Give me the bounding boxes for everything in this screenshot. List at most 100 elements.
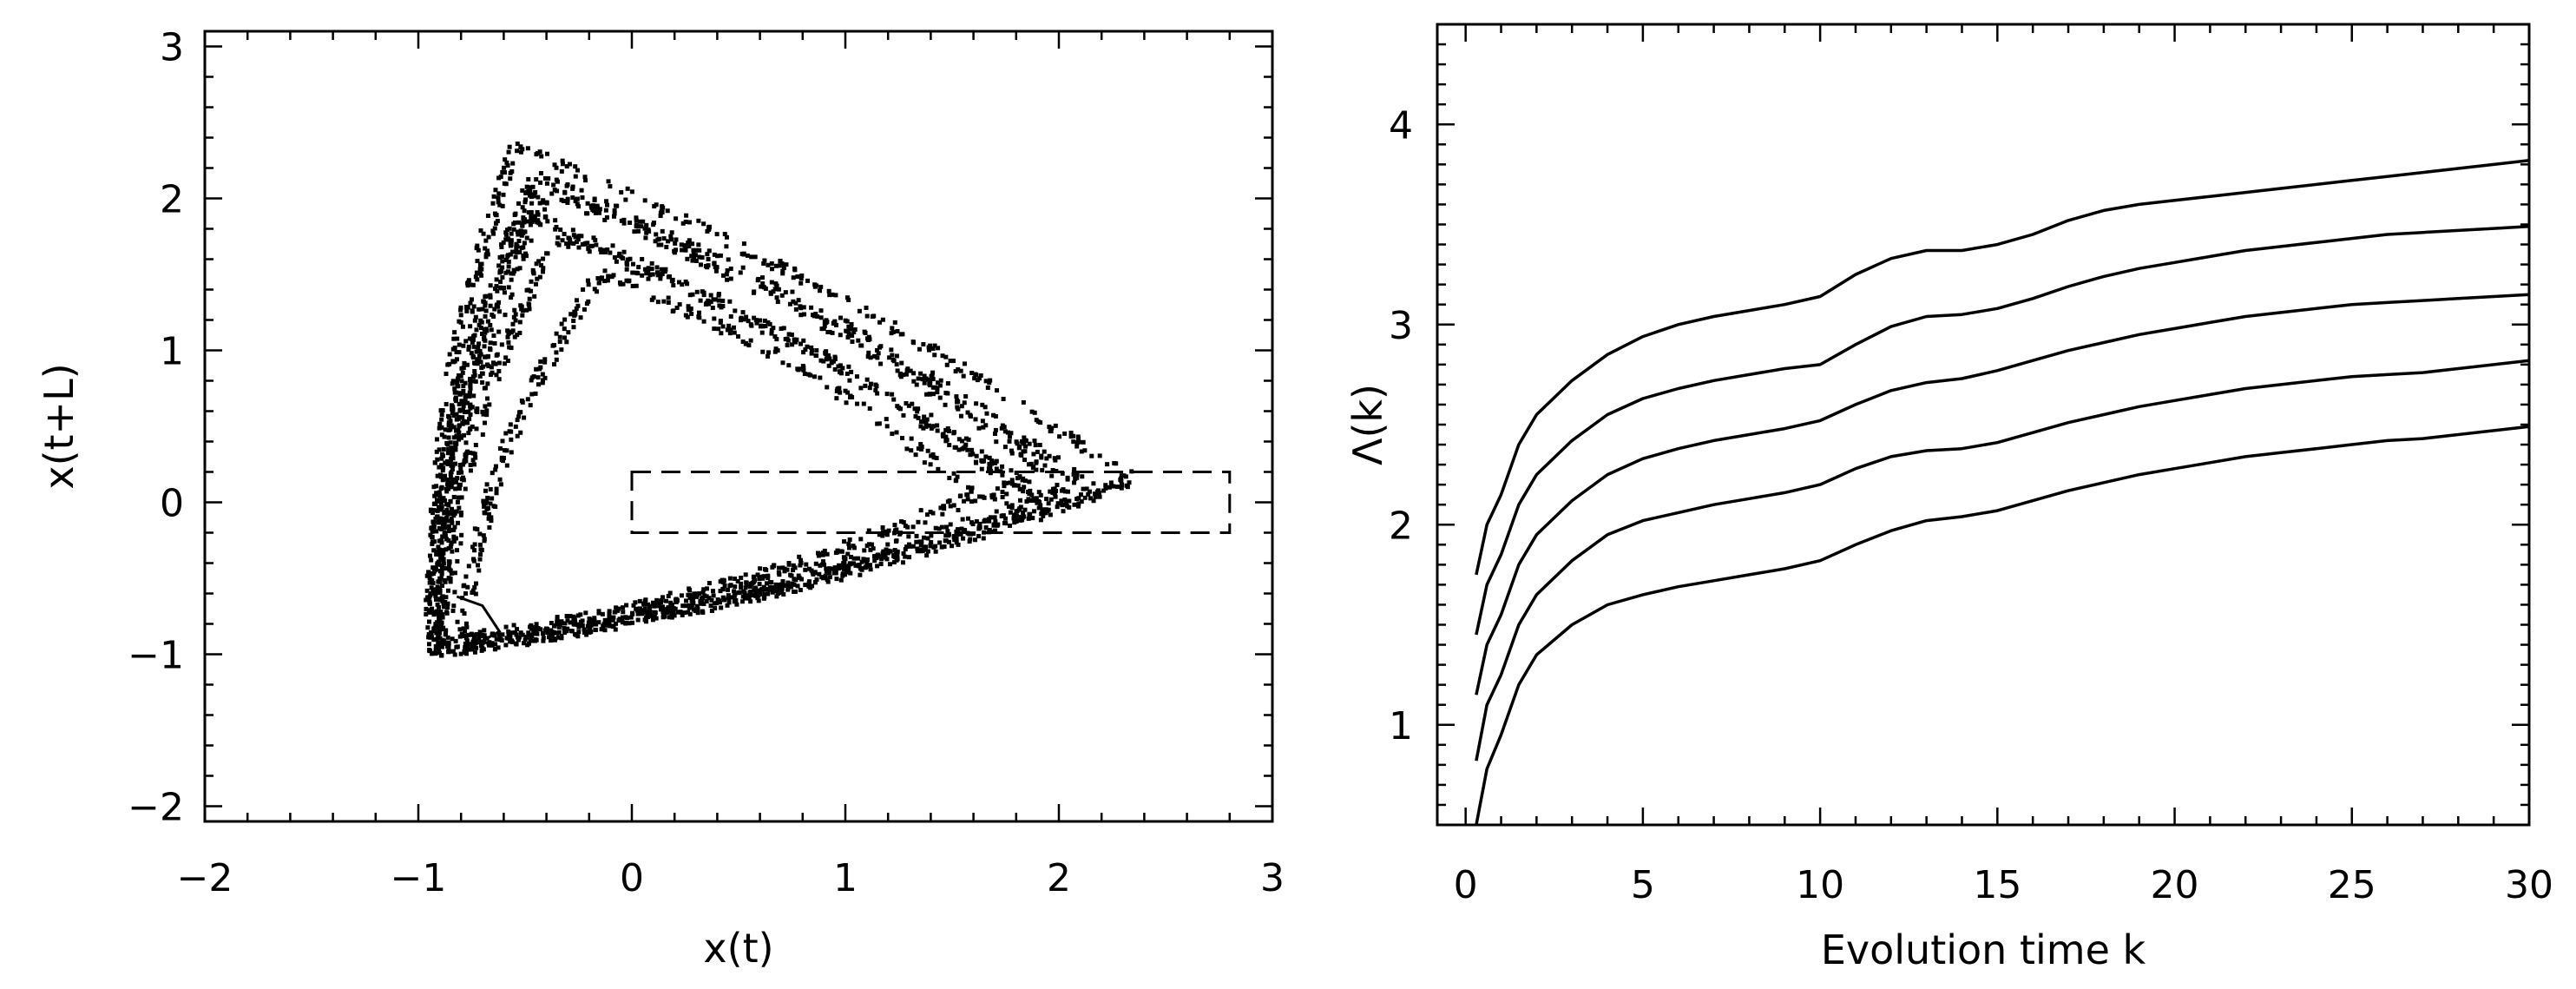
attractor-point xyxy=(871,313,877,319)
attractor-point xyxy=(509,231,514,236)
attractor-point xyxy=(464,451,470,456)
attractor-point xyxy=(630,620,635,625)
attractor-point xyxy=(777,590,782,596)
attractor-point xyxy=(458,466,463,471)
attractor-point xyxy=(496,632,502,637)
attractor-point xyxy=(1082,448,1088,453)
attractor-point xyxy=(731,325,736,330)
attractor-point xyxy=(871,546,876,551)
attractor-point xyxy=(974,453,979,458)
attractor-point xyxy=(463,440,469,445)
attractor-point xyxy=(431,637,437,643)
attractor-point xyxy=(677,302,682,307)
attractor-point xyxy=(862,329,867,334)
attractor-point xyxy=(450,405,456,410)
attractor-point xyxy=(691,249,696,254)
attractor-point xyxy=(483,404,488,409)
attractor-point xyxy=(644,619,649,624)
attractor-point xyxy=(474,426,479,432)
attractor-point xyxy=(838,390,843,395)
attractor-point xyxy=(673,241,678,246)
attractor-point xyxy=(1022,478,1028,484)
attractor-point xyxy=(482,537,487,542)
attractor-point xyxy=(621,605,626,610)
attractor-point xyxy=(815,314,820,320)
attractor-point xyxy=(537,274,542,280)
attractor-point xyxy=(848,570,853,576)
attractor-point xyxy=(490,471,495,476)
attractor-point xyxy=(1121,473,1127,478)
attractor-point xyxy=(451,425,457,430)
attractor-point xyxy=(703,264,708,269)
attractor-point xyxy=(612,211,617,216)
attractor-point xyxy=(766,320,771,325)
attractor-point xyxy=(1021,439,1026,445)
attractor-point xyxy=(468,425,473,431)
attractor-point xyxy=(892,531,897,536)
attractor-point xyxy=(635,617,641,623)
attractor-point xyxy=(544,181,549,186)
attractor-point xyxy=(912,406,917,412)
attractor-point xyxy=(431,485,437,490)
attractor-point xyxy=(844,400,849,405)
attractor-point xyxy=(437,625,442,630)
attractor-point xyxy=(485,252,490,257)
attractor-point xyxy=(708,300,713,305)
attractor-point xyxy=(665,208,670,214)
attractor-point xyxy=(816,551,821,556)
attractor-point xyxy=(779,261,785,267)
attractor-point xyxy=(725,277,730,282)
attractor-point xyxy=(795,274,800,280)
attractor-point xyxy=(724,272,729,277)
attractor-point xyxy=(595,289,600,294)
attractor-point xyxy=(575,303,581,308)
attractor-point xyxy=(656,242,661,247)
attractor-point xyxy=(927,392,932,397)
attractor-point xyxy=(431,524,437,530)
attractor-point xyxy=(683,247,688,252)
attractor-point xyxy=(584,301,589,307)
attractor-point xyxy=(554,350,559,355)
attractor-point xyxy=(533,391,538,396)
attractor-point xyxy=(963,436,969,441)
attractor-point xyxy=(756,598,761,603)
attractor-point xyxy=(1018,498,1023,503)
attractor-point xyxy=(995,523,1000,528)
attractor-point xyxy=(520,632,525,637)
attractor-point xyxy=(509,437,514,442)
attractor-point xyxy=(637,606,642,611)
attractor-point xyxy=(463,641,468,646)
attractor-point xyxy=(968,412,973,418)
attractor-point xyxy=(660,615,666,620)
attractor-point xyxy=(488,283,493,288)
attractor-point xyxy=(522,637,528,643)
attractor-point xyxy=(463,454,468,459)
attractor-point xyxy=(1038,503,1043,508)
attractor-point xyxy=(636,265,641,270)
attractor-point xyxy=(759,284,764,289)
attractor-point xyxy=(748,599,753,604)
attractor-point xyxy=(1118,477,1123,482)
attractor-point xyxy=(976,376,982,381)
attractor-point xyxy=(466,564,471,569)
attractor-point xyxy=(697,247,702,253)
attractor-point xyxy=(430,511,436,516)
attractor-point xyxy=(708,293,713,298)
attractor-point xyxy=(704,586,709,591)
attractor-point xyxy=(754,320,759,326)
attractor-point xyxy=(437,630,442,636)
attractor-point xyxy=(660,595,666,600)
attractor-point xyxy=(476,345,481,350)
attractor-point xyxy=(557,340,562,345)
attractor-point xyxy=(1071,439,1076,445)
attractor-point xyxy=(433,518,438,524)
attractor-point xyxy=(474,632,479,637)
attractor-point xyxy=(840,366,845,371)
attractor-point xyxy=(513,254,518,260)
attractor-point xyxy=(564,183,569,188)
attractor-point xyxy=(669,237,674,242)
attractor-point xyxy=(917,539,923,544)
attractor-point xyxy=(1076,501,1081,506)
attractor-point xyxy=(485,213,490,218)
attractor-point xyxy=(488,303,493,308)
